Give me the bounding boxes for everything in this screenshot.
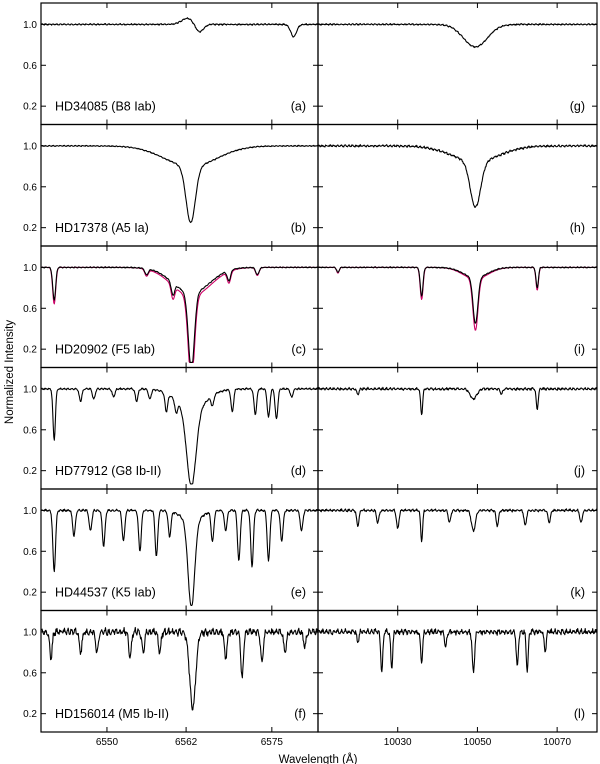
observed-spectrum (317, 144, 598, 208)
observed-spectrum (317, 266, 598, 324)
panel-frame (317, 366, 598, 490)
panel-tag: (c) (291, 343, 306, 357)
y-tick-label: 0.2 (23, 223, 37, 234)
y-tick-label: 1.0 (23, 627, 37, 638)
x-tick-label: 10050 (464, 737, 492, 748)
y-tick-label: 1.0 (23, 506, 37, 517)
y-tick-label: 0.6 (23, 61, 37, 72)
y-tick-label: 0.6 (23, 668, 37, 679)
y-tick-label: 0.2 (23, 588, 37, 599)
observed-spectrum (317, 508, 598, 543)
panel-tag: (j) (574, 464, 585, 478)
y-tick-label: 0.2 (23, 345, 37, 356)
observed-spectrum (40, 626, 319, 711)
star-label: HD77912 (G8 Ib-II) (55, 464, 161, 478)
y-axis-title: Normalized Intensity (4, 320, 16, 424)
panel-frame (317, 245, 598, 369)
y-tick-label: 1.0 (23, 20, 37, 31)
y-tick-label: 1.0 (23, 141, 37, 152)
y-tick-label: 0.6 (23, 304, 37, 315)
y-tick-label: 0.6 (23, 425, 37, 436)
observed-spectrum (317, 386, 598, 416)
star-label: HD34085 (B8 Iab) (55, 100, 156, 114)
panel-frame (317, 488, 598, 612)
x-tick-label: 6575 (261, 737, 284, 748)
y-tick-label: 0.2 (23, 709, 37, 720)
model-spectrum (317, 266, 598, 331)
panel-tag: (f) (294, 707, 306, 721)
panel-tag: (e) (291, 586, 306, 600)
panel-tag: (a) (291, 100, 306, 114)
observed-spectrum (40, 266, 319, 364)
y-tick-label: 1.0 (23, 384, 37, 395)
panel-c: 1.0 0.6 0.2 HD20902 (F5 Iab) (c) (23, 245, 319, 369)
observed-spectrum (40, 387, 319, 485)
panel-l: (l) (317, 609, 598, 733)
x-tick-label: 10070 (543, 737, 571, 748)
star-label: HD44537 (K5 Iab) (55, 586, 156, 600)
y-tick-label: 1.0 (23, 263, 37, 274)
panel-b: 1.0 0.6 0.2 HD17378 (A5 Ia) (b) (23, 123, 319, 247)
panel-f: 1.0 0.6 0.2 HD156014 (M5 Ib-II) (f) (23, 609, 319, 733)
y-tick-label: 0.2 (23, 466, 37, 477)
observed-spectrum (317, 627, 598, 674)
star-label: HD156014 (M5 Ib-II) (55, 707, 169, 721)
panel-frame (317, 123, 598, 247)
y-tick-label: 0.2 (23, 102, 37, 113)
panel-tag: (k) (570, 586, 585, 600)
panel-tag: (l) (574, 707, 585, 721)
x-tick-label: 6550 (96, 737, 119, 748)
x-tick-label: 10030 (384, 737, 412, 748)
observed-spectrum (317, 22, 598, 49)
observed-spectrum (40, 508, 319, 607)
panel-d: 1.0 0.6 0.2 HD77912 (G8 Ib-II) (d) (23, 366, 319, 490)
panel-tag: (b) (291, 221, 306, 235)
observed-spectrum (40, 144, 319, 224)
star-label: HD20902 (F5 Iab) (55, 343, 155, 357)
panel-tag: (d) (291, 464, 306, 478)
panel-tag: (g) (570, 100, 585, 114)
panel-frame (317, 2, 598, 126)
panel-k: (k) (317, 488, 598, 612)
y-tick-label: 0.6 (23, 547, 37, 558)
y-tick-label: 0.6 (23, 182, 37, 193)
x-tick-label: 6562 (175, 737, 198, 748)
panel-i: (i) (317, 245, 598, 369)
panel-j: (j) (317, 366, 598, 490)
panel-a: 1.0 0.6 0.2 HD34085 (B8 Iab) (a) (23, 2, 319, 126)
panel-g: (g) (317, 2, 598, 126)
panel-tag: (i) (574, 343, 585, 357)
x-axis-title: Wavelength (Å) (279, 753, 358, 764)
panel-e: 1.0 0.6 0.2 HD44537 (K5 Iab) (e) (23, 488, 319, 612)
star-label: HD17378 (A5 Ia) (55, 221, 149, 235)
panel-frame (317, 609, 598, 733)
panel-grid: 1.0 0.6 0.2 HD34085 (B8 Iab) (a) (g) 1.0 0.6 0.2… (23, 2, 598, 748)
observed-spectrum (40, 17, 319, 38)
panel-tag: (h) (570, 221, 585, 235)
panel-h: (h) (317, 123, 598, 247)
